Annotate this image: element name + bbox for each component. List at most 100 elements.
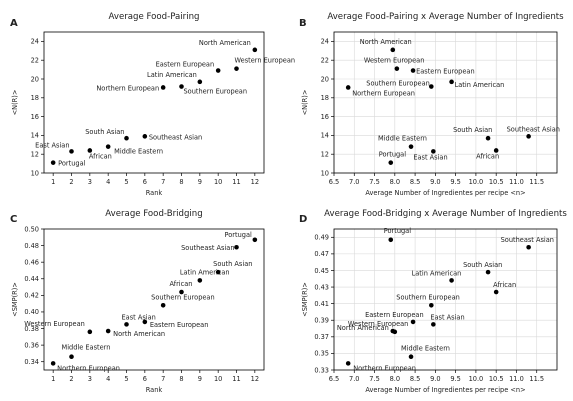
- panel-d-y-tick-label-6: 0.45: [314, 267, 329, 275]
- panel-d-y-tick-label-3: 0.39: [314, 317, 329, 325]
- panel-c-point-4: [124, 322, 129, 327]
- panel-c-x-tick-label-5: 6: [143, 375, 147, 383]
- panel-b-point-label-1: North American: [360, 38, 412, 46]
- panel-a-title: Average Food-Pairing: [108, 12, 199, 22]
- panel-b-point-0: [345, 85, 351, 90]
- panel-d-y-tick-label-1: 0.35: [314, 350, 329, 358]
- panel-a-point-8: [197, 79, 203, 85]
- panel-d-point-10: [493, 289, 499, 295]
- panel-a-x-tick-label-9: 10: [214, 178, 222, 186]
- panel-a-x-tick-label-6: 7: [161, 178, 165, 186]
- panel-b-x-tick-label-8: 10.5: [489, 178, 504, 186]
- panel-c-x-tick-label-4: 5: [124, 375, 128, 383]
- panel-b-point-label-0: Northern European: [352, 89, 415, 97]
- panel-d-point-9: [485, 269, 491, 275]
- panel-c-point-3: [105, 328, 111, 334]
- panel-c-point-label-3: North American: [113, 330, 165, 338]
- panel-b-x-tick-label-10: 11.5: [529, 178, 544, 186]
- panel-c-y-tick-label-0: 0.34: [24, 358, 39, 366]
- panel-d-point-label-9: South Asian: [463, 261, 502, 269]
- panel-b-point-5: [449, 79, 454, 85]
- panel-a-point-label-9: Eastern European: [156, 61, 215, 69]
- panel-b-x-tick-label-5: 9.0: [430, 178, 441, 186]
- panel-d-point-4: [408, 354, 414, 360]
- panel-a-point-4: [124, 135, 129, 141]
- panel-c-point-10: [234, 244, 239, 250]
- panel-b-point-11: [526, 134, 531, 139]
- panel-c-x-tick-label-6: 7: [161, 375, 165, 383]
- panel-a-y-tick-label-0: 10: [31, 169, 39, 177]
- panel-b-point-4: [429, 84, 434, 89]
- panel-d-title: Average Food-Bridging x Average Number o…: [324, 209, 567, 219]
- panel-d-x-tick-label-10: 11.5: [529, 375, 544, 383]
- panel-d-y-tick-label-0: 0.33: [314, 366, 329, 374]
- panel-b-point-2: [394, 66, 400, 71]
- panel-b-title: Average Food-Pairing x Average Number of…: [327, 12, 564, 22]
- panel-c-y-tick-label-6: 0.46: [24, 258, 39, 266]
- panel-b-y-tick-label-4: 18: [321, 94, 329, 102]
- panel-c-title: Average Food-Bridging: [105, 209, 202, 219]
- panel-a-x-tick-label-2: 3: [88, 178, 92, 186]
- panel-d-point-label-4: Middle Eastern: [401, 345, 450, 353]
- panel-d-point-label-11: Southeast Asian: [501, 236, 554, 244]
- panel-c-point-label-11: Portugal: [225, 231, 252, 239]
- panel-b-point-label-5: Latin American: [455, 81, 505, 89]
- panel-a-point-label-10: Western European: [235, 57, 296, 65]
- panel-c-y-tick-label-7: 0.48: [24, 242, 39, 250]
- panel-c-y-tick-label-1: 0.36: [24, 341, 39, 349]
- panel-c-point-0: [50, 361, 56, 366]
- panel-c-point-label-4: East Asian: [122, 313, 156, 321]
- panel-d-point-label-3: Western European: [348, 320, 409, 328]
- panel-c-x-tick-label-1: 2: [69, 375, 73, 383]
- panel-d-point-label-10: African: [493, 281, 516, 289]
- panel-a-point-6: [160, 85, 166, 90]
- panel-a-y-tick-label-6: 22: [31, 57, 39, 65]
- panel-b-y-tick-label-5: 20: [321, 75, 329, 83]
- panel-a-y-tick-label-5: 20: [31, 75, 39, 83]
- panel-d-point-3: [392, 329, 398, 335]
- panel-c-x-axis-label: Rank: [146, 386, 163, 394]
- panel-a-y-tick-label-3: 16: [31, 113, 39, 121]
- panel-c-plot-area: [43, 228, 265, 371]
- panel-d-x-tick-label-9: 11.0: [509, 375, 524, 383]
- panel-a-x-tick-label-7: 8: [179, 178, 183, 186]
- panel-c-point-8: [197, 278, 203, 283]
- panel-b-point-3: [410, 68, 416, 73]
- panel-a-point-label-1: East Asian: [35, 141, 69, 149]
- panel-c-point-5: [142, 319, 148, 325]
- panel-a-point-1: [69, 149, 74, 154]
- panel-c-y-tick-label-3: 0.40: [24, 308, 39, 316]
- panel-a-y-tick-label-2: 14: [31, 132, 39, 140]
- panel-d-y-tick-label-7: 0.47: [314, 250, 329, 258]
- panel-a-point-5: [142, 134, 148, 139]
- panel-b-y-tick-label-7: 24: [321, 38, 329, 46]
- panel-a-x-tick-label-4: 5: [124, 178, 128, 186]
- panel-c-point-7: [179, 289, 184, 295]
- panel-d-point-11: [526, 244, 531, 250]
- panel-a-point-label-11: North American: [199, 39, 251, 47]
- panel-d-letter: D: [299, 214, 307, 225]
- panel-a-point-3: [105, 144, 111, 149]
- panel-b-y-tick-label-3: 16: [321, 113, 329, 121]
- panel-d-x-tick-label-4: 8.5: [410, 375, 421, 383]
- panel-b-x-tick-label-7: 10.0: [469, 178, 484, 186]
- panel-b-y-tick-label-2: 14: [321, 132, 329, 140]
- panel-b-x-tick-label-6: 9.5: [450, 178, 461, 186]
- panel-a-point-label-2: African: [89, 152, 112, 160]
- panel-c-point-label-5: Eastern European: [150, 321, 209, 329]
- panel-d-point-8: [449, 278, 454, 283]
- panel-c-x-tick-label-7: 8: [179, 375, 183, 383]
- panel-a-point-9: [215, 68, 221, 73]
- panel-a-x-tick-label-8: 9: [198, 178, 202, 186]
- panel-b-x-tick-label-4: 8.5: [410, 178, 421, 186]
- panel-b-point-label-3: Eastern European: [416, 68, 475, 76]
- panel-b-y-axis-label: <N(R)>: [301, 90, 309, 116]
- panel-b-y-tick-label-1: 12: [321, 151, 329, 159]
- panel-d-y-tick-label-8: 0.49: [314, 234, 329, 242]
- panel-a-point-11: [252, 47, 258, 53]
- panel-b-point-label-4: Southern European: [366, 80, 430, 88]
- panel-d-point-label-2: North American: [337, 324, 389, 332]
- panel-b-plot-area: [333, 31, 558, 174]
- panel-b-x-tick-label-0: 6.5: [329, 178, 340, 186]
